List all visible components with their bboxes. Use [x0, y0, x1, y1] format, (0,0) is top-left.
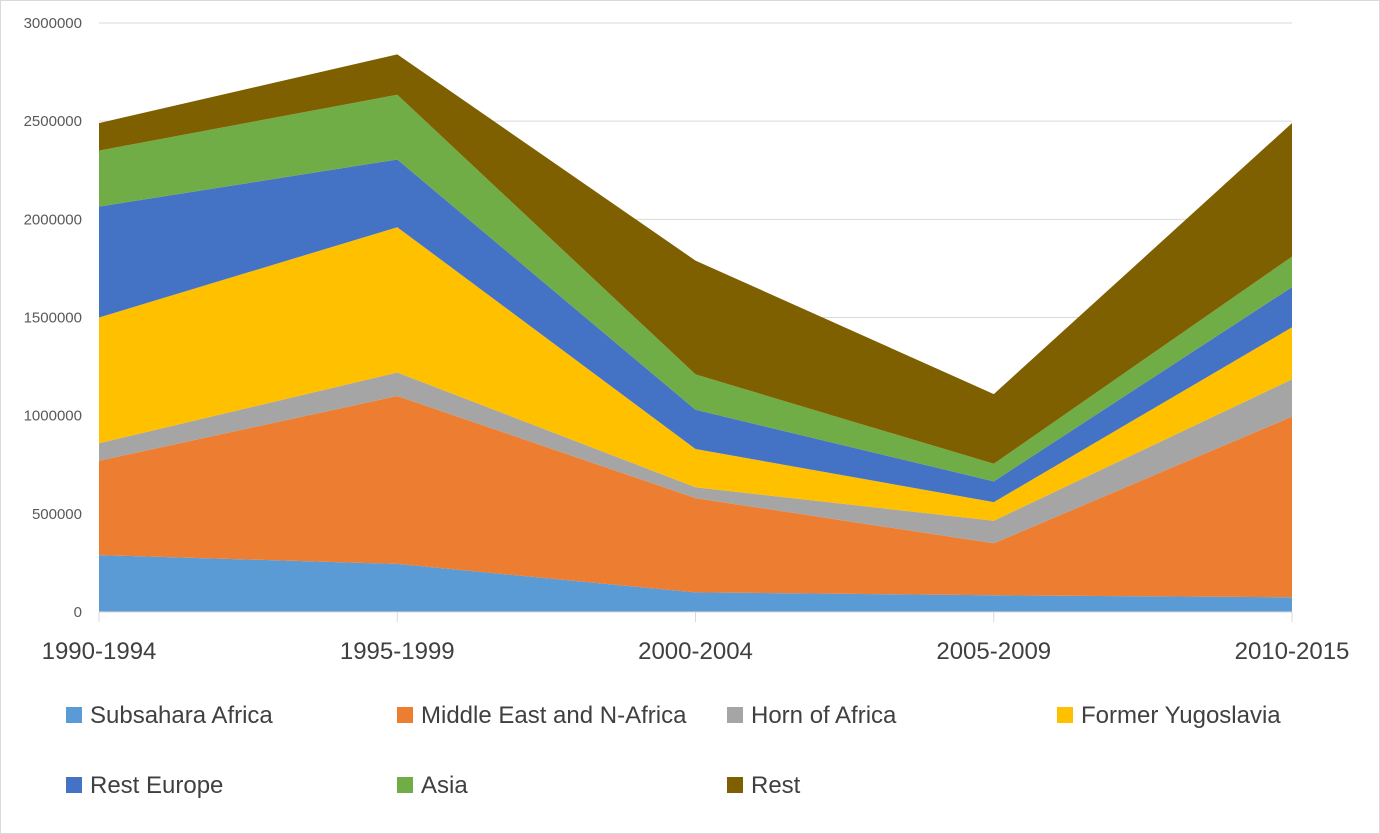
legend-swatch — [1057, 707, 1073, 723]
legend-swatch — [727, 707, 743, 723]
legend-label: Former Yugoslavia — [1081, 702, 1281, 729]
y-tick-label: 1000000 — [24, 408, 82, 425]
y-tick-label: 2000000 — [24, 211, 82, 228]
y-tick-label: 1500000 — [24, 310, 82, 327]
legend-label: Middle East and N-Africa — [421, 702, 687, 729]
legend-label: Subsahara Africa — [90, 702, 273, 729]
area-subsahara-africa — [99, 555, 1292, 612]
y-axis-ticks: 0 500000 1000000 1500000 2000000 2500000 30000… — [24, 15, 82, 621]
area-middle-east-and-n-africa — [99, 396, 1292, 598]
legend-swatch — [727, 777, 743, 793]
x-tick-label: 2005-2009 — [936, 638, 1051, 665]
legend-item-rest: Rest — [727, 772, 801, 799]
legend-swatch — [66, 707, 82, 723]
legend-label: Horn of Africa — [751, 702, 897, 729]
y-tick-label: 3000000 — [24, 15, 82, 32]
area-rest-europe — [99, 159, 1292, 503]
legend-swatch — [397, 707, 413, 723]
legend-swatch — [66, 777, 82, 793]
legend-label: Rest — [751, 772, 801, 799]
legend-item-horn-of-africa: Horn of Africa — [727, 702, 897, 729]
legend-item-asia: Asia — [397, 772, 468, 799]
legend: Subsahara Africa Middle East and N-Africa… — [66, 702, 1281, 799]
legend-item-middle-east-and-n-africa: Middle East and N-Africa — [397, 702, 687, 729]
area-series — [99, 54, 1292, 612]
legend-label: Rest Europe — [90, 772, 223, 799]
x-tick-label: 2010-2015 — [1235, 638, 1350, 665]
x-tick-label: 1995-1999 — [340, 638, 455, 665]
legend-item-rest-europe: Rest Europe — [66, 772, 223, 799]
y-tick-label: 0 — [74, 604, 82, 621]
x-axis-ticks: 1990-1994 1995-1999 2000-2004 2005-2009 2010… — [42, 611, 1350, 665]
y-tick-label: 2500000 — [24, 113, 82, 130]
legend-item-former-yugoslavia: Former Yugoslavia — [1057, 702, 1281, 729]
legend-swatch — [397, 777, 413, 793]
area-asia — [99, 94, 1292, 482]
legend-item-subsahara-africa: Subsahara Africa — [66, 702, 273, 729]
y-tick-label: 500000 — [32, 506, 82, 523]
area-former-yugoslavia — [99, 227, 1292, 521]
x-tick-label: 1990-1994 — [42, 638, 157, 665]
x-tick-label: 2000-2004 — [638, 638, 753, 665]
legend-label: Asia — [421, 772, 468, 799]
